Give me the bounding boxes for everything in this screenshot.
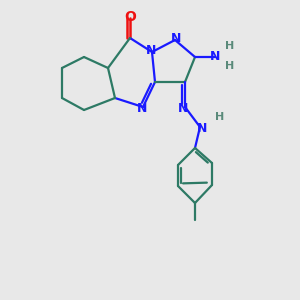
Text: N: N (197, 122, 207, 134)
Text: O: O (124, 10, 136, 24)
Text: N: N (171, 32, 181, 44)
Text: H: H (215, 112, 225, 122)
Text: H: H (225, 41, 235, 51)
Text: N: N (146, 44, 156, 56)
Text: N: N (178, 101, 188, 115)
Text: N: N (210, 50, 220, 62)
Text: N: N (137, 101, 147, 115)
Text: H: H (225, 61, 235, 71)
